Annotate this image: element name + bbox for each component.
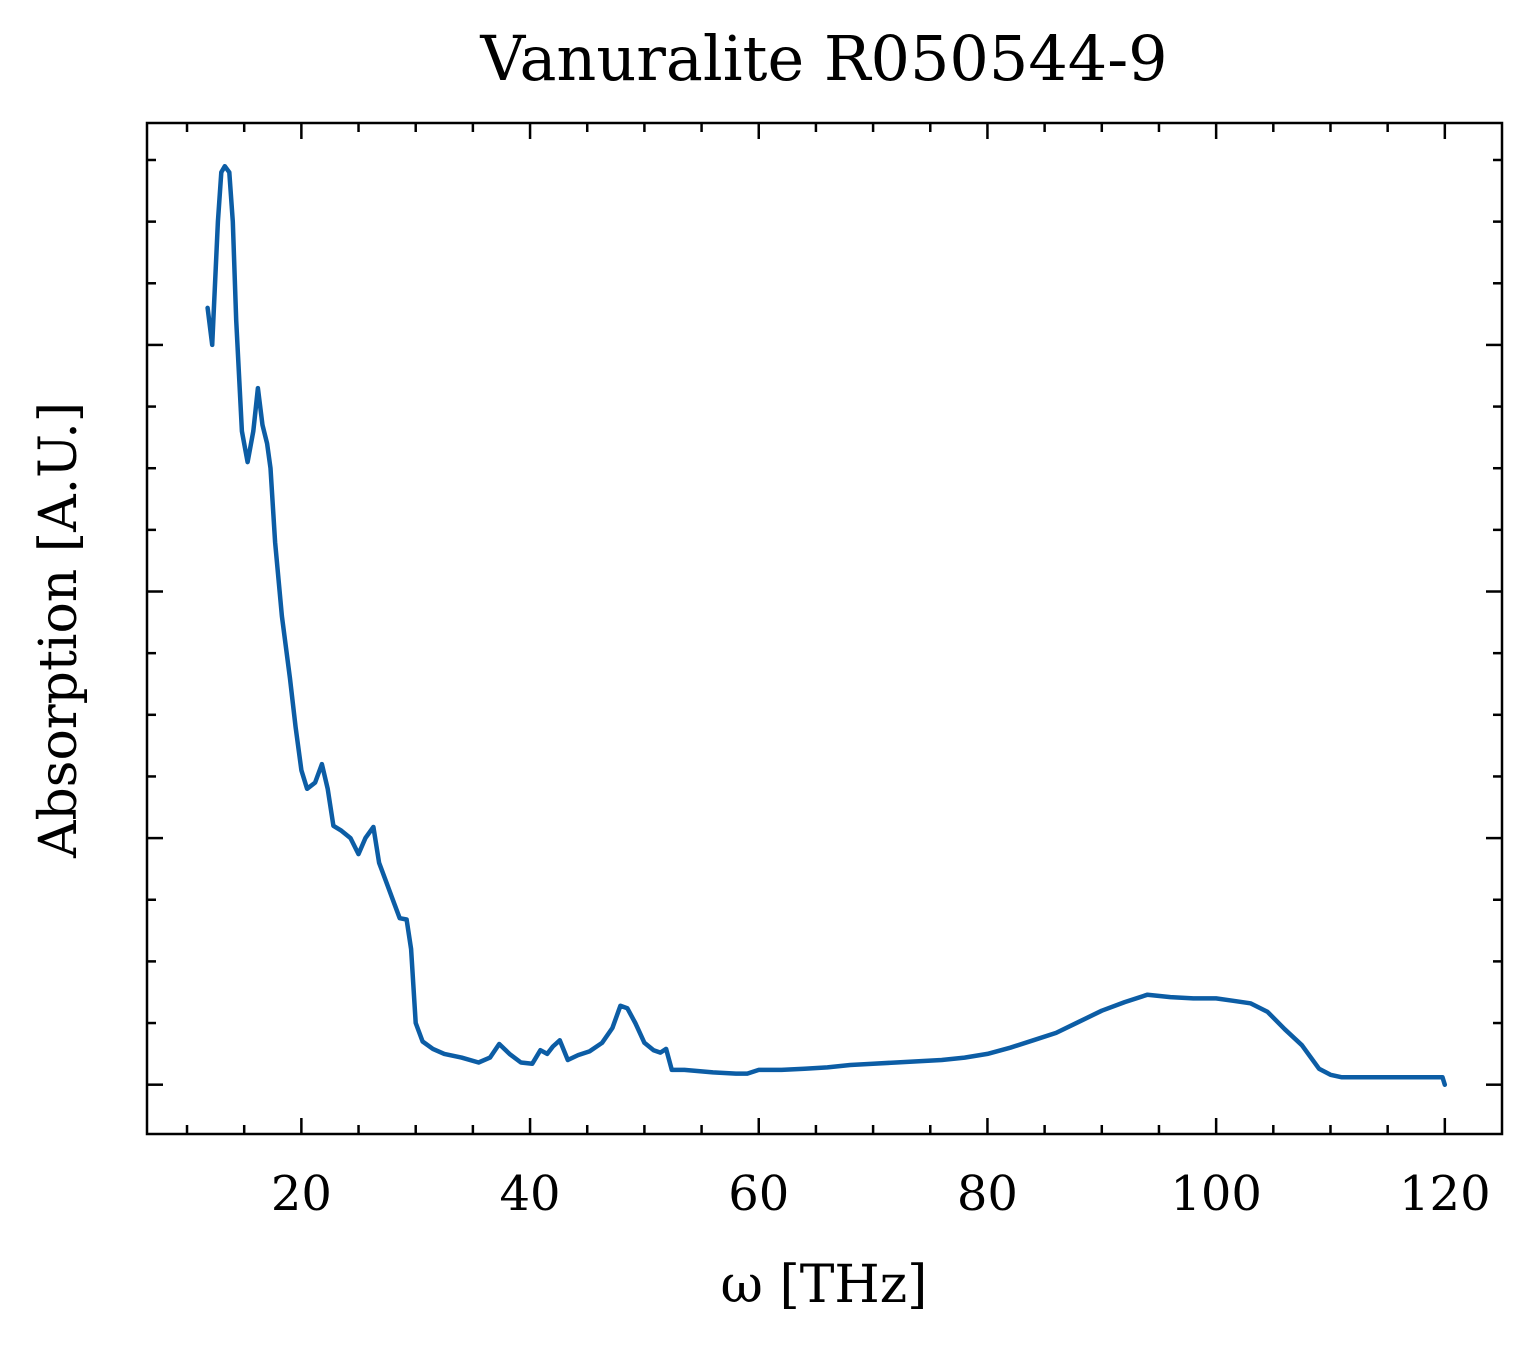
x-tick-label: 100: [1170, 1166, 1262, 1222]
y-axis-label: Absorption [A.U.]: [29, 402, 89, 859]
x-tick-label: 20: [271, 1166, 332, 1222]
x-tick-label: 120: [1399, 1166, 1491, 1222]
tick-layer: [147, 123, 1502, 1134]
x-axis-label: ω [THz]: [721, 1255, 928, 1315]
x-tick-label: 40: [500, 1166, 561, 1222]
x-tick-label: 80: [957, 1166, 1018, 1222]
absorption-series-line: [205, 163, 1448, 1087]
chart-title: Vanuralite R050544-9: [479, 22, 1167, 95]
x-tick-labels: 20 40 60 80 100 120: [271, 1166, 1491, 1222]
plot-frame: [145, 121, 1504, 1136]
x-tick-label: 60: [728, 1166, 789, 1222]
